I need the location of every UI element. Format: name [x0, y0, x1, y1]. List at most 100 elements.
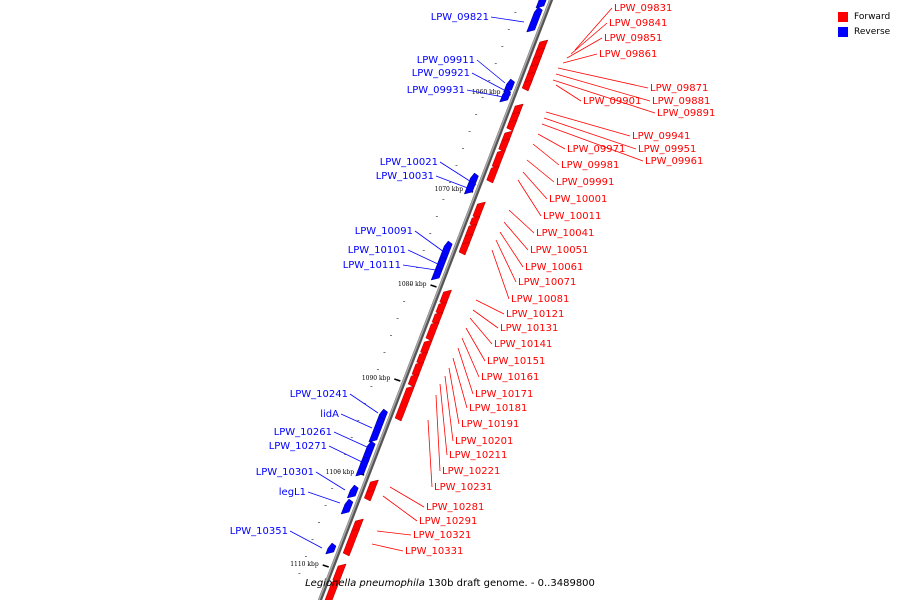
- forward-gene-label: LPW_09991: [556, 177, 614, 188]
- forward-gene-label: LPW_10081: [511, 294, 569, 305]
- tick-label: 1080 kbp: [398, 281, 427, 288]
- sequence-dot: [390, 335, 393, 336]
- sequence-dot: [435, 216, 438, 217]
- tick-label: 1110 kbp: [290, 561, 319, 568]
- legend-reverse: Reverse: [838, 24, 890, 39]
- reverse-label-leader: [307, 491, 341, 504]
- forward-label-leader: [566, 37, 603, 59]
- reverse-label-leader: [490, 16, 525, 23]
- backbone-shadow: [317, 0, 554, 600]
- sequence-dot: [324, 505, 327, 506]
- forward-label-leader: [472, 309, 499, 329]
- forward-gene: [425, 321, 440, 342]
- sequence-dot: [455, 165, 458, 166]
- sequence-dot: [370, 386, 373, 387]
- forward-label-leader: [461, 337, 480, 378]
- organism-name: Legionella pneumophila: [305, 578, 425, 589]
- reverse-gene-label: LPW_10351: [230, 526, 288, 537]
- forward-gene-label: LPW_10291: [419, 516, 477, 527]
- tick-mark: [394, 378, 401, 382]
- forward-gene: [363, 489, 375, 502]
- forward-swatch: [838, 11, 848, 22]
- forward-gene: [486, 165, 500, 184]
- forward-gene-label: LPW_10041: [536, 228, 594, 239]
- forward-label-leader: [382, 495, 418, 522]
- sequence-dot: [376, 369, 379, 370]
- forward-gene-label: LPW_09861: [599, 49, 657, 60]
- forward-gene: [407, 373, 420, 388]
- reverse-gene-label: LPW_10031: [376, 171, 434, 182]
- forward-gene-label: LPW_09981: [561, 160, 619, 171]
- forward-gene-label: LPW_10281: [426, 502, 484, 513]
- reverse-label-leader: [407, 249, 441, 266]
- reverse-gene: [535, 0, 547, 9]
- reverse-label-leader: [333, 431, 368, 448]
- forward-label-leader: [555, 73, 651, 102]
- forward-label-leader: [574, 7, 613, 51]
- forward-gene: [458, 241, 471, 256]
- forward-gene-label: LPW_10181: [469, 403, 527, 414]
- reverse-gene: [430, 266, 443, 281]
- legend: Forward Reverse: [838, 9, 890, 39]
- forward-gene-label: LPW_09871: [650, 83, 708, 94]
- forward-gene-label: LPW_09971: [567, 144, 625, 155]
- forward-label-leader: [532, 143, 560, 166]
- forward-label-leader: [541, 123, 644, 162]
- forward-gene-label: LPW_10001: [549, 194, 607, 205]
- forward-label-leader: [537, 133, 566, 150]
- forward-gene-label: LPW_10121: [506, 309, 564, 320]
- forward-label-leader: [570, 22, 608, 55]
- reverse-gene: [463, 180, 476, 195]
- forward-gene-label: LPW_10231: [434, 482, 492, 493]
- forward-label-leader: [562, 53, 598, 64]
- sequence-dot: [350, 437, 353, 438]
- forward-gene: [394, 385, 416, 422]
- sequence-dot: [403, 301, 406, 302]
- sequence-dot: [383, 352, 386, 353]
- reverse-gene-label: LPW_10021: [380, 157, 438, 168]
- forward-gene-label: LPW_10151: [487, 356, 545, 367]
- sequence-dot: [442, 199, 445, 200]
- forward-gene-label: LPW_09851: [604, 33, 662, 44]
- reverse-gene: [368, 416, 385, 443]
- forward-gene-label: LPW_10141: [494, 339, 552, 350]
- forward-gene-label: LPW_10201: [455, 436, 513, 447]
- caption-rest: 130b draft genome. - 0..3489800: [424, 578, 595, 589]
- reverse-gene-label: LPW_09921: [412, 68, 470, 79]
- forward-gene-label: LPW_09891: [657, 108, 715, 119]
- reverse-label-leader: [289, 530, 323, 549]
- reverse-gene: [346, 484, 359, 499]
- forward-label-leader: [427, 419, 433, 488]
- forward-gene-label: LPW_10071: [518, 277, 576, 288]
- reverse-gene: [503, 78, 515, 93]
- sequence-dot: [448, 182, 451, 183]
- reverse-gene: [325, 542, 337, 555]
- forward-label-leader: [499, 231, 524, 268]
- forward-gene-label: LPW_10051: [530, 245, 588, 256]
- sequence-dot: [468, 131, 471, 132]
- sequence-dot: [344, 454, 347, 455]
- sequence-dot: [337, 471, 340, 472]
- forward-label-leader: [503, 221, 529, 251]
- tick-label: 1060 kbp: [472, 89, 501, 96]
- sequence-dot: [501, 46, 504, 47]
- legend-reverse-label: Reverse: [854, 26, 891, 37]
- reverse-label-leader: [466, 89, 504, 98]
- sequence-dot: [409, 284, 412, 285]
- reverse-label-leader: [402, 264, 437, 271]
- forward-gene-label: LPW_10331: [405, 546, 463, 557]
- tick-mark: [322, 564, 329, 568]
- forward-gene-label: LPW_09881: [652, 96, 710, 107]
- forward-label-leader: [371, 543, 404, 552]
- sequence-dot: [429, 233, 432, 234]
- reverse-gene-label: LPW_09821: [431, 12, 489, 23]
- reverse-label-leader: [315, 471, 346, 491]
- forward-gene: [498, 138, 511, 153]
- sequence-dot: [488, 80, 491, 81]
- sequence-dot: [422, 250, 425, 251]
- reverse-label-leader: [328, 445, 363, 463]
- reverse-gene: [499, 88, 512, 103]
- legend-forward: Forward: [838, 9, 890, 24]
- reverse-label-leader: [435, 175, 474, 191]
- reverse-label-leader: [471, 72, 505, 91]
